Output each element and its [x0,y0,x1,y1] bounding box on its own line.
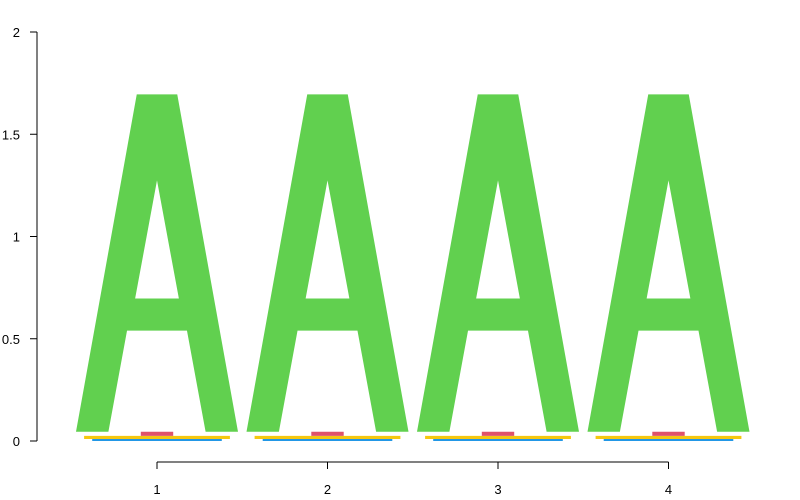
letter-stack [76,94,238,441]
letter-g-glyph [255,436,401,439]
letter-g-glyph [596,436,742,439]
x-tick-label: 3 [494,482,501,497]
letter-c-glyph [263,439,393,441]
y-tick-label: 0 [13,434,20,449]
letter-a-glyph [247,94,409,431]
y-axis: 0 0.5 1 1.5 2 [2,25,37,449]
letter-a-glyph [76,94,238,431]
letter-stack [588,94,750,441]
letter-stack [247,94,409,441]
letter-c-glyph [604,439,734,441]
y-tick-label: 0.5 [2,332,20,347]
letter-t-glyph [652,432,684,436]
letter-stacks [76,94,750,441]
letter-a-glyph [588,94,750,431]
letter-a-glyph [417,94,579,431]
x-tick-label: 2 [324,482,331,497]
letter-g-glyph [425,436,571,439]
letter-t-glyph [141,432,173,436]
letter-g-glyph [84,436,230,439]
x-tick-label: 1 [153,482,160,497]
x-axis: 1 2 3 4 [153,462,672,497]
letter-c-glyph [433,439,563,441]
x-tick-label: 4 [665,482,672,497]
y-tick-label: 1 [13,230,20,245]
y-tick-label: 1.5 [2,127,20,142]
letter-t-glyph [311,432,343,436]
letter-stack [417,94,579,441]
y-tick-label: 2 [13,25,20,40]
letter-t-glyph [482,432,514,436]
letter-c-glyph [92,439,222,441]
